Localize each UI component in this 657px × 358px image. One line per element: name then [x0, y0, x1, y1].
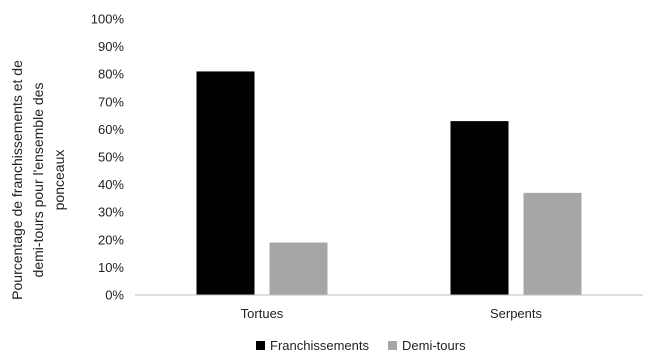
y-tick-label: 50% — [98, 150, 124, 165]
y-tick-label: 20% — [98, 232, 124, 247]
y-axis-ticks: 0% 10% 20% 30% 40% 50% 60% 70% 80% 90% 100% — [91, 12, 125, 303]
legend-label-franchissements: Franchissements — [270, 338, 369, 353]
y-tick-label: 30% — [98, 205, 124, 220]
y-tick-label: 80% — [98, 67, 124, 82]
legend-swatch-franchissements — [256, 341, 265, 350]
y-tick-label: 100% — [91, 12, 125, 27]
legend-label-demi-tours: Demi-tours — [402, 338, 466, 353]
legend: Franchissements Demi-tours — [256, 338, 466, 353]
y-tick-label: 0% — [105, 288, 124, 303]
y-axis-label: Pourcentage de franchissements et de dem… — [9, 60, 67, 300]
y-tick-label: 90% — [98, 39, 124, 54]
category-label-tortues: Tortues — [241, 306, 284, 321]
y-tick-label: 60% — [98, 122, 124, 137]
y-tick-label: 10% — [98, 260, 124, 275]
bars — [196, 71, 582, 296]
y-axis-label-line-2: demi-tours pour l'ensemble des — [30, 83, 46, 278]
bar-franchissements-tortues — [196, 71, 255, 295]
legend-swatch-demi-tours — [388, 341, 397, 350]
category-label-serpents: Serpents — [490, 306, 543, 321]
y-tick-label: 40% — [98, 177, 124, 192]
bar-demi-tours-tortues — [269, 242, 328, 295]
bar-franchissements-serpents — [450, 121, 509, 296]
y-tick-label: 70% — [98, 94, 124, 109]
bar-demi-tours-serpents — [523, 192, 582, 295]
y-axis-label-line-3: ponceaux — [51, 150, 67, 211]
y-axis-label-line-1: Pourcentage de franchissements et de — [9, 60, 25, 300]
category-labels: Tortues Serpents — [241, 306, 543, 321]
